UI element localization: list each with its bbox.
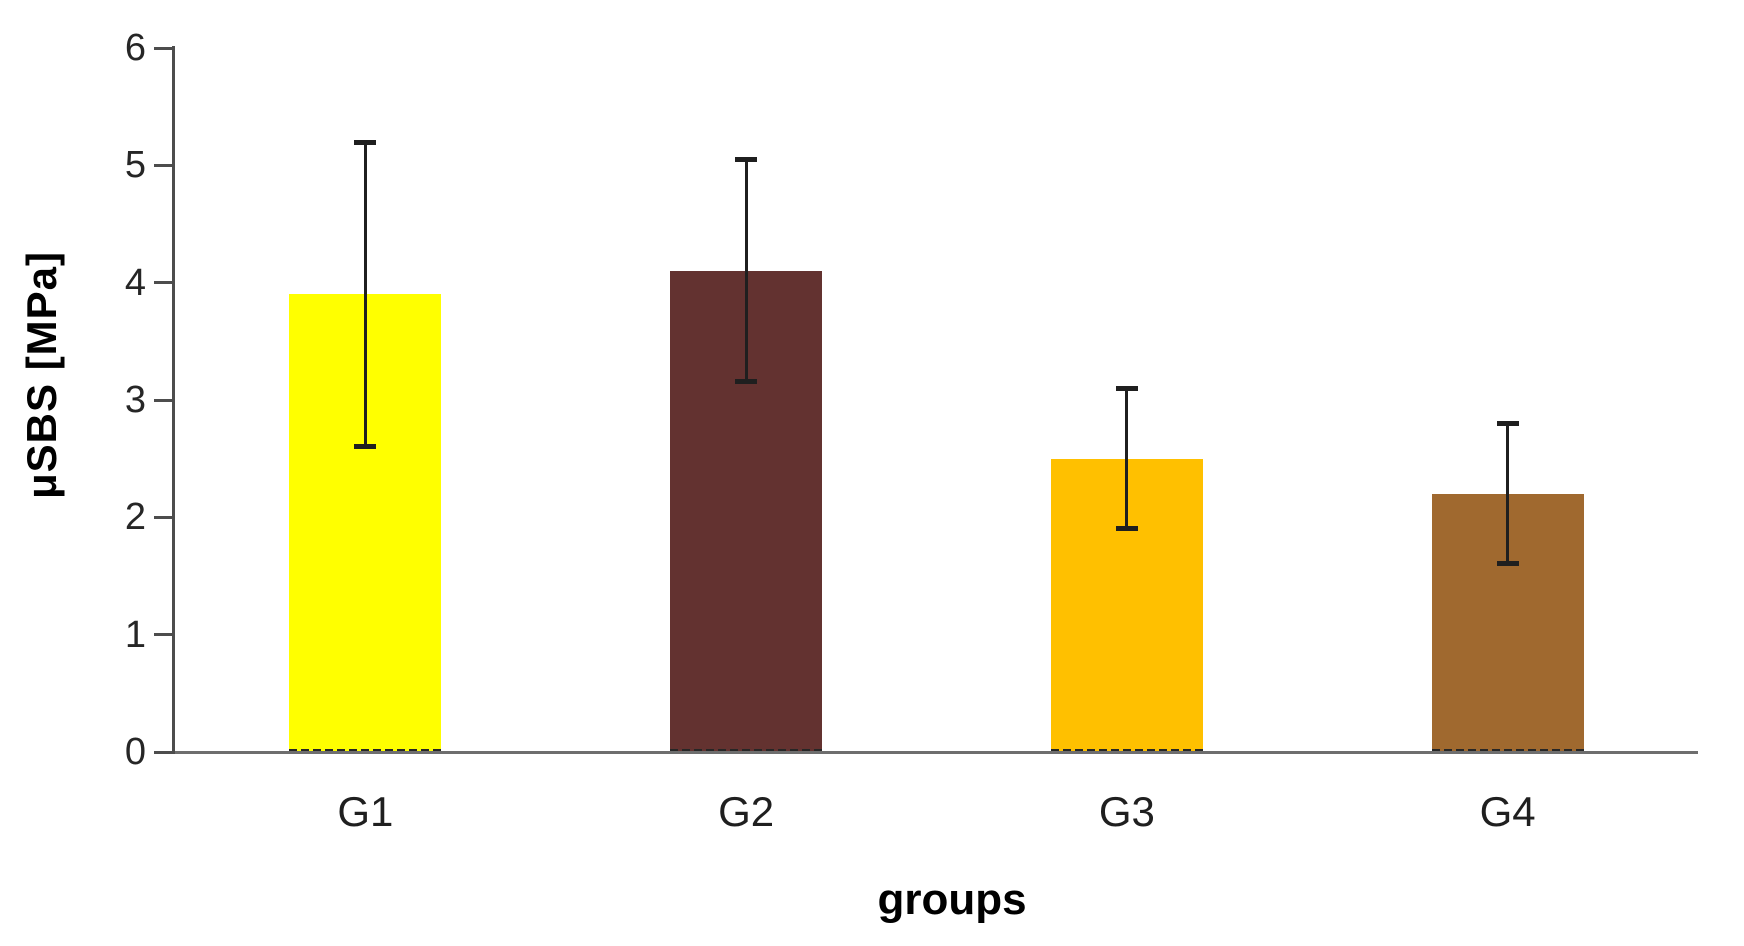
y-tick-mark [154,633,172,637]
error-bar-cap-top-g4 [1496,421,1519,427]
y-tick-mark [154,46,172,50]
y-tick-mark [154,750,172,754]
error-bar-cap-bottom-g1 [354,443,377,449]
error-bar-line-g4 [1506,423,1510,565]
x-axis-line [175,750,1698,754]
error-bar-cap-top-g2 [735,157,758,163]
error-bar-line-g2 [744,159,748,383]
x-category-label-g1: G1 [337,788,394,835]
x-axis-title: groups [877,875,1027,924]
y-tick-mark [154,281,172,285]
error-bar-cap-top-g3 [1115,386,1138,392]
y-tick-label: 0 [124,731,146,773]
y-tick-mark [154,398,172,402]
x-category-label-g2: G2 [718,788,775,835]
error-bar-cap-top-g1 [354,139,377,145]
error-bar-cap-bottom-g2 [735,379,758,385]
y-tick-mark [154,163,172,167]
error-bar-cap-bottom-g3 [1115,526,1138,532]
y-tick-label: 5 [124,144,146,187]
y-axis-title: μSBS [MPa] [18,250,65,500]
y-tick-label: 4 [124,261,146,304]
y-tick-label: 2 [124,496,146,539]
y-tick-label: 3 [124,379,146,421]
x-category-label-g3: G3 [1098,788,1155,835]
y-axis-line [172,46,175,754]
error-bar-line-g3 [1125,388,1129,530]
y-tick-mark [154,515,172,519]
y-tick-label: 1 [124,613,146,656]
error-bar-line-g1 [363,141,367,447]
x-category-label-g4: G4 [1479,788,1536,835]
y-tick-label: 6 [124,27,146,69]
error-bar-cap-bottom-g4 [1496,561,1519,567]
